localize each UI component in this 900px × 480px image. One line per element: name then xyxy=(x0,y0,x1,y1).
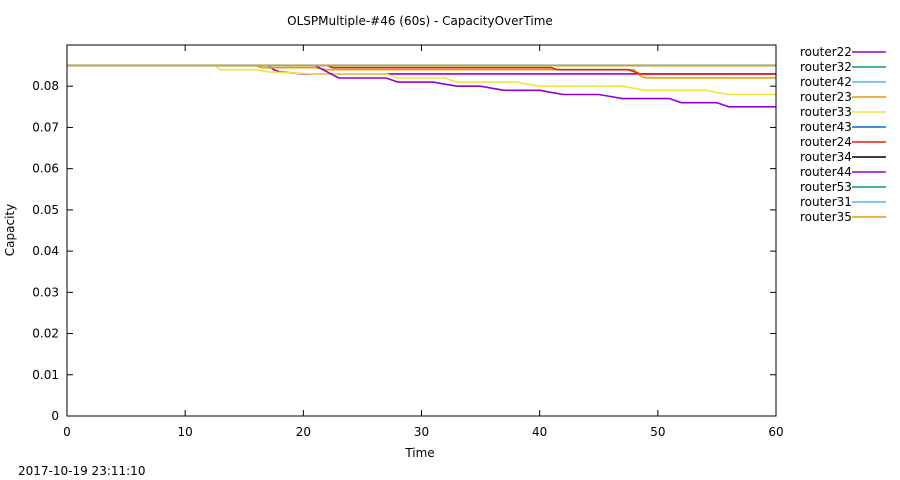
y-axis-label: Capacity xyxy=(3,204,17,256)
legend-label-router33: router33 xyxy=(800,105,852,119)
series-lines xyxy=(67,64,776,108)
legend-label-router31: router31 xyxy=(800,195,852,209)
y-tick-label: 0.07 xyxy=(32,120,59,134)
legend-label-router23: router23 xyxy=(800,90,852,104)
timestamp: 2017-10-19 23:11:10 xyxy=(18,464,145,478)
legend-label-router44: router44 xyxy=(800,165,852,179)
legend-label-router34: router34 xyxy=(800,150,852,164)
x-tick-label: 50 xyxy=(650,425,665,439)
legend-label-router43: router43 xyxy=(800,120,852,134)
x-tick-label: 60 xyxy=(768,425,783,439)
legend-label-router42: router42 xyxy=(800,75,852,89)
y-tick-label: 0.08 xyxy=(32,79,59,93)
y-axis-ticks: 0 0.01 0.02 0.03 0.04 0.05 0.06 0.07 0.08 xyxy=(32,79,776,423)
x-tick-label: 30 xyxy=(414,425,429,439)
y-tick-label: 0.06 xyxy=(32,162,59,176)
legend-label-router22: router22 xyxy=(800,45,852,59)
chart-title: OLSPMultiple-#46 (60s) - CapacityOverTim… xyxy=(287,14,553,28)
legend-label-router24: router24 xyxy=(800,135,852,149)
x-axis-label: Time xyxy=(404,446,434,460)
x-tick-label: 10 xyxy=(178,425,193,439)
y-tick-label: 0.02 xyxy=(32,327,59,341)
legend-label-router53: router53 xyxy=(800,180,852,194)
y-tick-label: 0.04 xyxy=(32,244,59,258)
y-tick-label: 0 xyxy=(51,409,59,423)
legend: router22router32router42router23router33… xyxy=(800,45,886,224)
legend-label-router32: router32 xyxy=(800,60,852,74)
plot-frame xyxy=(66,44,777,417)
x-tick-label: 0 xyxy=(63,425,71,439)
legend-label-router35: router35 xyxy=(800,210,852,224)
series-line-router33 xyxy=(67,64,776,96)
x-tick-label: 20 xyxy=(296,425,311,439)
y-tick-label: 0.01 xyxy=(32,368,59,382)
series-line-router44 xyxy=(67,64,776,108)
x-tick-label: 40 xyxy=(532,425,547,439)
y-tick-label: 0.05 xyxy=(32,203,59,217)
x-axis-ticks: 0 10 20 30 40 50 60 xyxy=(63,45,784,439)
y-tick-label: 0.03 xyxy=(32,285,59,299)
